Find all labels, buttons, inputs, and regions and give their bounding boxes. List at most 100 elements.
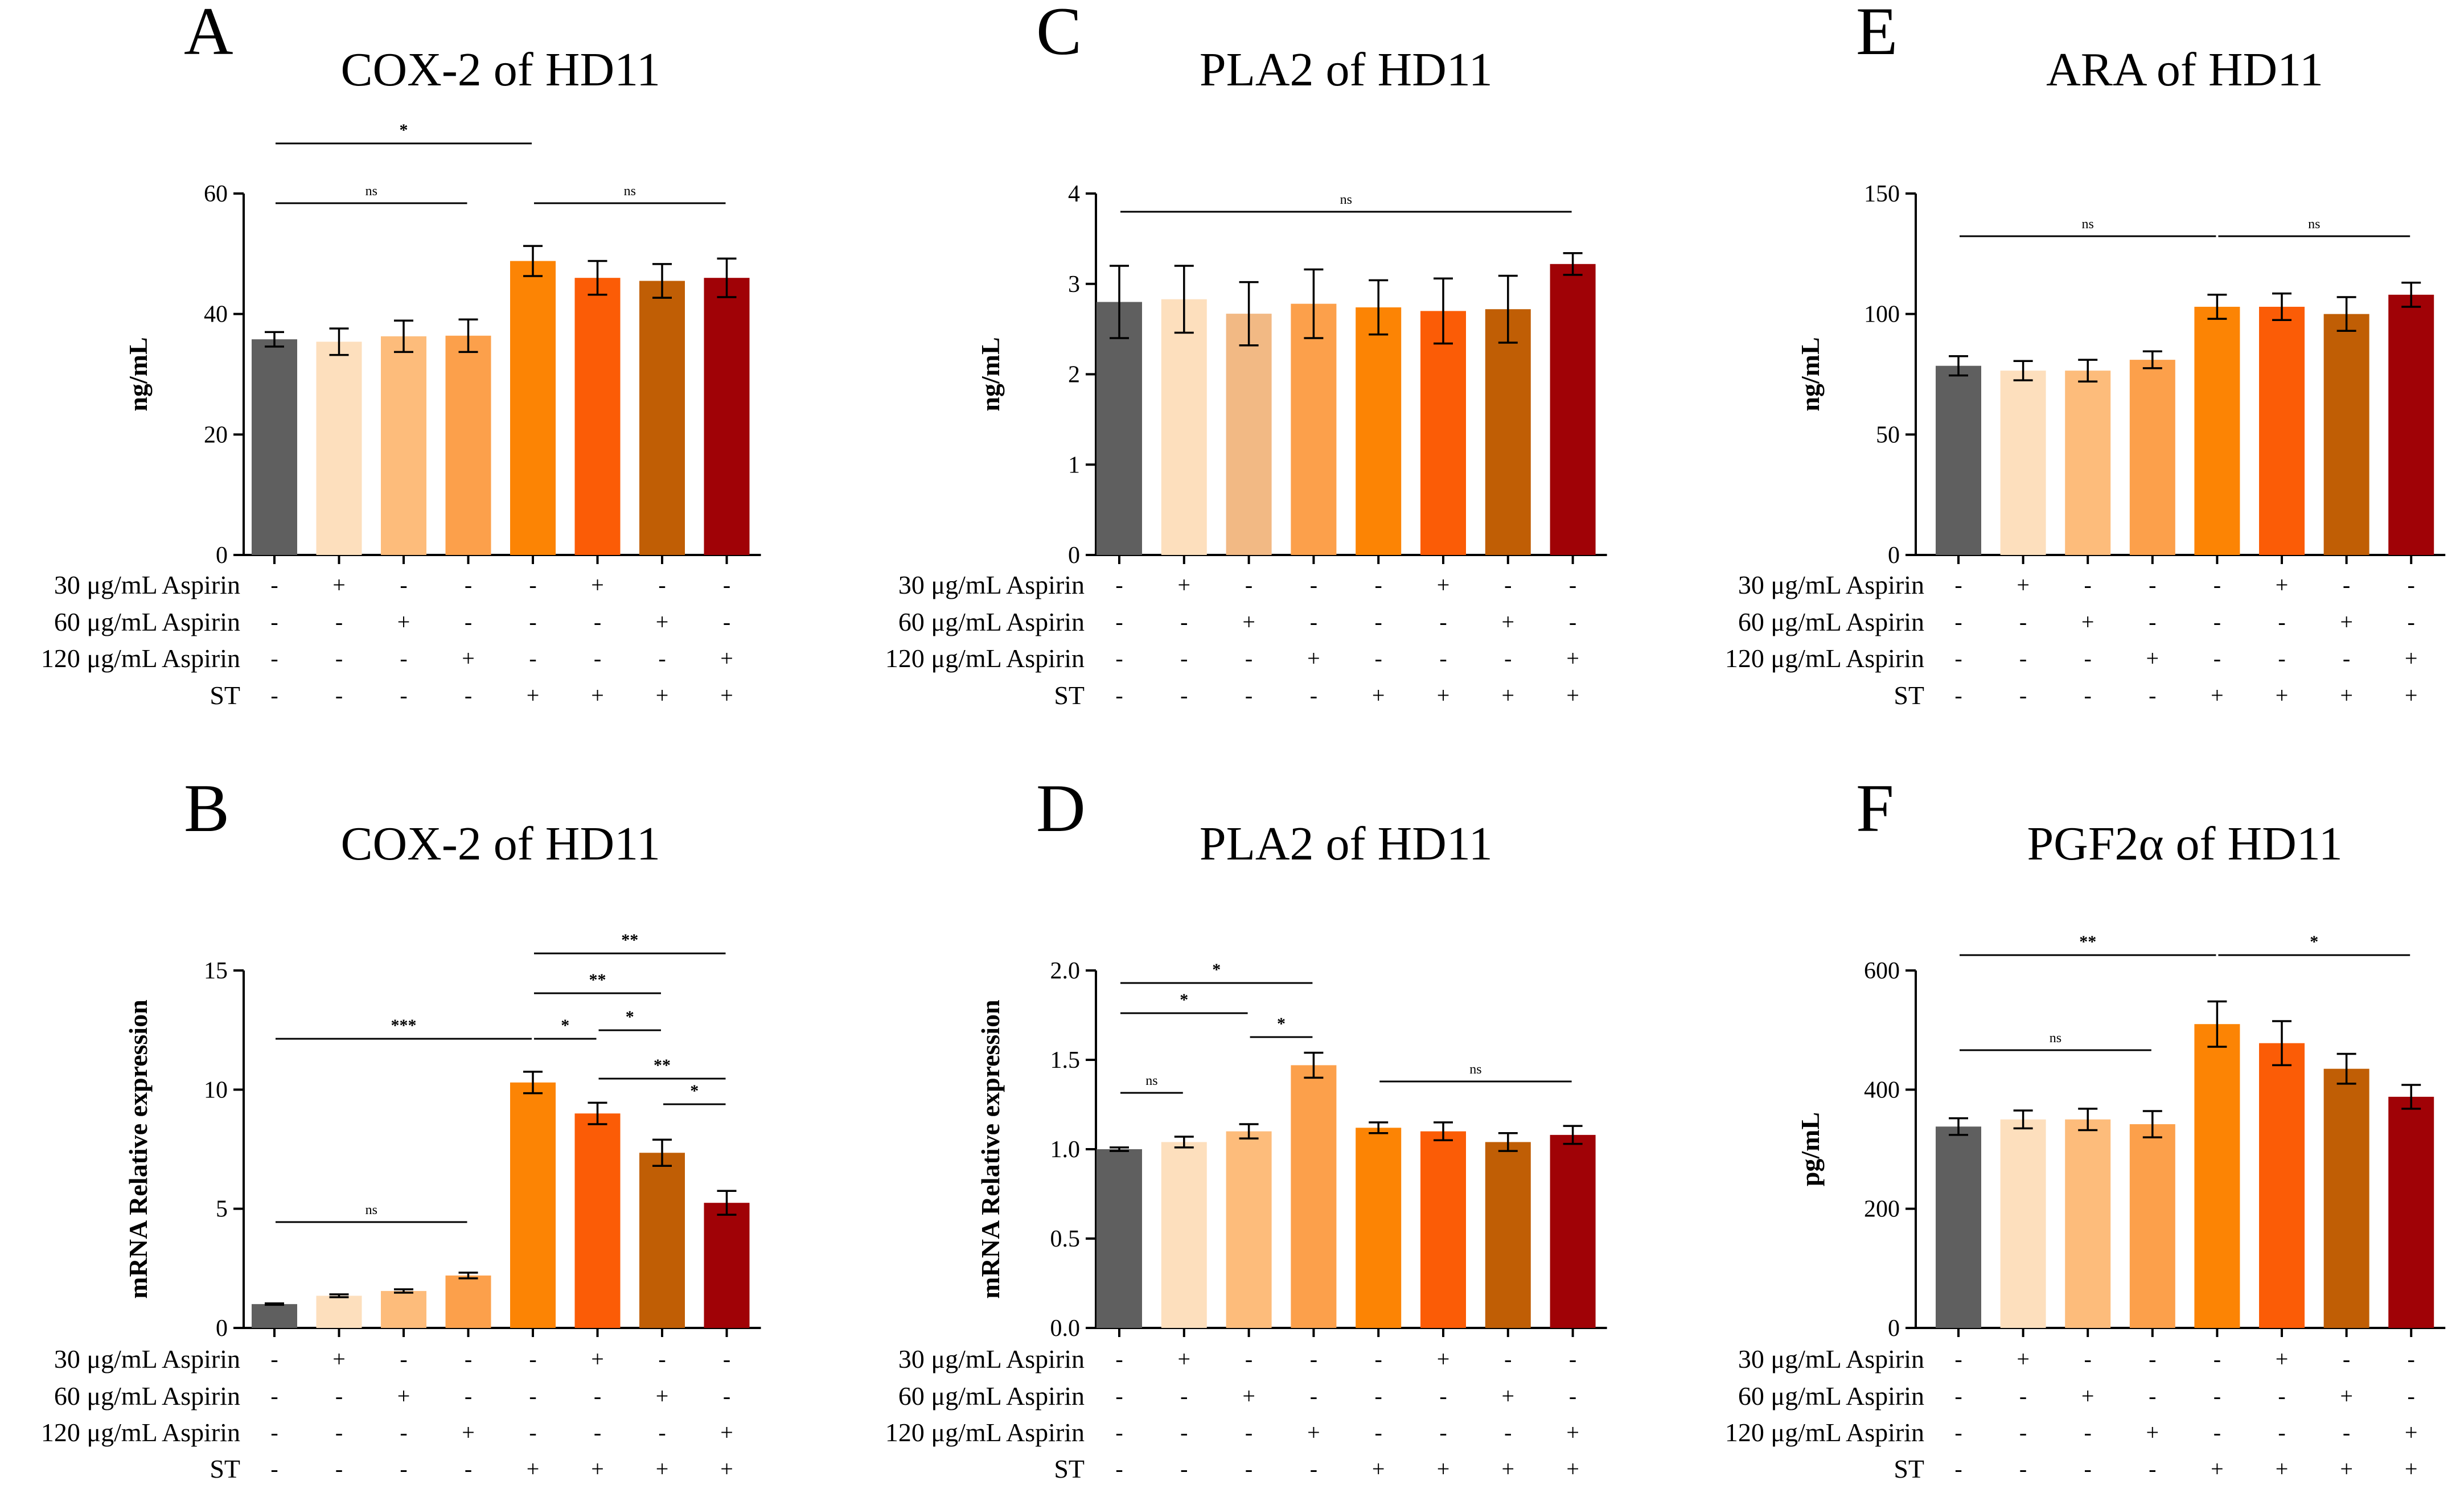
bar	[2129, 1124, 2175, 1328]
bar	[1291, 1065, 1337, 1328]
treatment-label: 120 μg/mL Aspirin	[885, 644, 1085, 673]
treatment-sign: +	[2017, 572, 2030, 598]
treatment-label: 60 μg/mL Aspirin	[54, 607, 240, 636]
treatment-sign: -	[335, 645, 343, 671]
bar	[445, 335, 491, 555]
treatment-label: ST	[1054, 681, 1085, 710]
treatment-sign: -	[1954, 682, 1962, 708]
y-axis-label: ng/mL	[976, 337, 1005, 411]
treatment-label: 30 μg/mL Aspirin	[898, 1344, 1085, 1373]
significance-label: ns	[2050, 1031, 2061, 1046]
treatment-sign: +	[2146, 1420, 2159, 1445]
treatment-sign: -	[2214, 645, 2221, 671]
treatment-sign: -	[1115, 645, 1123, 671]
treatment-label: 120 μg/mL Aspirin	[41, 644, 240, 673]
treatment-sign: +	[720, 1420, 733, 1445]
treatment-sign: +	[527, 1456, 540, 1482]
significance-label: ns	[1340, 192, 1352, 207]
treatment-sign: -	[400, 682, 407, 708]
treatment-sign: +	[2081, 609, 2095, 635]
bar	[1097, 1149, 1142, 1328]
treatment-sign: -	[2084, 1420, 2092, 1445]
panel-e: E ARA of HD11 ng/mL 0 50 100 150 ns ns 30 μg/mL A…	[1725, 0, 2446, 710]
bar	[1097, 302, 1142, 555]
treatment-sign: +	[2276, 682, 2289, 708]
treatment-label: 120 μg/mL Aspirin	[1725, 1418, 1924, 1447]
treatment-sign: -	[1245, 682, 1252, 708]
treatment-sign: -	[2084, 645, 2092, 671]
treatment-sign: -	[1375, 1383, 1382, 1409]
treatment-sign: -	[1310, 682, 1317, 708]
bar	[316, 342, 362, 555]
treatment-sign: -	[2278, 1383, 2285, 1409]
treatment-sign: +	[1566, 682, 1579, 708]
treatment-sign: +	[1307, 645, 1320, 671]
treatment-sign: +	[332, 1346, 346, 1372]
y-axis-label: ng/mL	[1796, 337, 1825, 411]
treatment-sign: +	[1437, 1346, 1450, 1372]
bar	[1226, 1131, 1272, 1328]
treatment-sign: -	[465, 609, 472, 635]
treatment-sign: -	[335, 609, 343, 635]
treatment-sign: -	[1504, 572, 1512, 598]
chart-title: PLA2 of HD11	[1200, 817, 1493, 870]
treatment-sign: -	[529, 572, 536, 598]
treatment-sign: -	[270, 1456, 278, 1482]
y-tick-label: 10	[204, 1077, 228, 1103]
treatment-sign: -	[2343, 1420, 2350, 1445]
treatment-sign: -	[2019, 1383, 2027, 1409]
treatment-label: 30 μg/mL Aspirin	[1738, 1344, 1924, 1373]
treatment-sign: -	[400, 1346, 407, 1372]
treatment-sign: -	[658, 1346, 666, 1372]
significance-label: *	[2310, 932, 2318, 951]
treatment-sign: -	[465, 1346, 472, 1372]
treatment-sign: +	[2211, 1456, 2224, 1482]
treatment-sign: -	[2149, 1383, 2156, 1409]
treatment-sign: -	[2278, 609, 2285, 635]
significance-label: ns	[366, 184, 377, 199]
treatment-sign: -	[2214, 1383, 2221, 1409]
treatment-sign: -	[2084, 1456, 2092, 1482]
treatment-sign: -	[2343, 1346, 2350, 1372]
treatment-sign: -	[1310, 1456, 1317, 1482]
significance-label: ns	[2082, 217, 2094, 232]
treatment-sign: -	[335, 682, 343, 708]
treatment-sign: -	[594, 1383, 601, 1409]
treatment-sign: -	[529, 645, 536, 671]
y-tick-label: 200	[1864, 1196, 1900, 1223]
treatment-sign: -	[465, 572, 472, 598]
treatment-sign: -	[400, 1456, 407, 1482]
treatment-label: ST	[210, 681, 240, 710]
treatment-sign: -	[2019, 1420, 2027, 1445]
treatment-sign: -	[2149, 1456, 2156, 1482]
treatment-sign: -	[658, 1420, 666, 1445]
y-tick-label: 0	[216, 542, 228, 569]
panel-letter: D	[1036, 770, 1086, 846]
treatment-sign: -	[529, 1420, 536, 1445]
bar	[252, 1304, 297, 1328]
treatment-sign: +	[2276, 1346, 2289, 1372]
bar	[2065, 1119, 2111, 1328]
bar	[704, 1203, 750, 1328]
treatment-sign: +	[397, 1383, 410, 1409]
treatment-sign: -	[1310, 1383, 1317, 1409]
treatment-sign: -	[270, 1383, 278, 1409]
chart-title: COX-2 of HD11	[340, 43, 660, 96]
bar	[1356, 1128, 1402, 1328]
bar	[381, 336, 426, 555]
treatment-sign: -	[1504, 1420, 1512, 1445]
treatment-sign: -	[529, 1383, 536, 1409]
treatment-label: 30 μg/mL Aspirin	[1738, 570, 1924, 599]
treatment-sign: -	[335, 1420, 343, 1445]
treatment-sign: +	[2340, 609, 2353, 635]
treatment-sign: -	[1115, 572, 1123, 598]
bar	[2323, 314, 2369, 555]
bar	[2194, 1024, 2240, 1328]
treatment-sign: -	[1245, 572, 1252, 598]
treatment-sign: -	[1180, 609, 1188, 635]
significance-label: ns	[2308, 217, 2320, 232]
treatment-sign: -	[1115, 1420, 1123, 1445]
treatment-sign: -	[2214, 1346, 2221, 1372]
treatment-sign: -	[335, 1456, 343, 1482]
